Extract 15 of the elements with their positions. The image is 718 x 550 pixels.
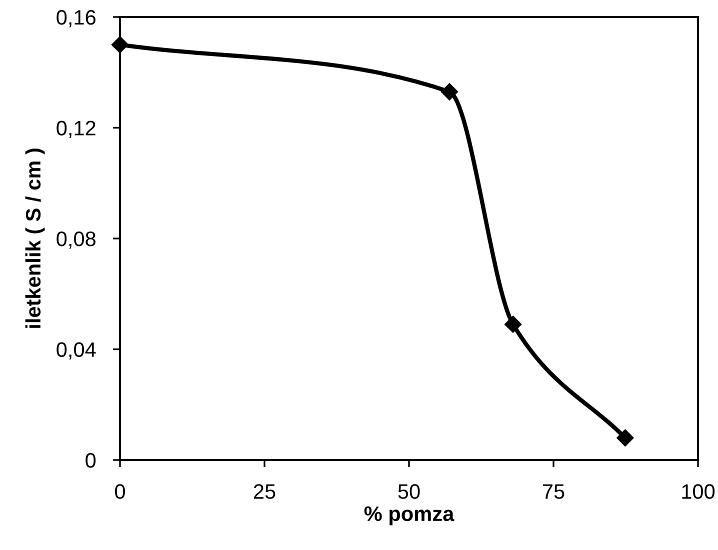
- y-tick-label: 0,04: [56, 342, 96, 360]
- x-tick-label: 0: [115, 484, 125, 499]
- x-tick-label: 75: [542, 484, 564, 499]
- y-tick-label: 0,12: [56, 120, 96, 138]
- x-tick-label: 25: [254, 484, 276, 499]
- x-tick-label: 50: [398, 484, 420, 499]
- x-axis-title: % pomza: [364, 506, 454, 526]
- point: [504, 316, 522, 333]
- x-tick-label: 100: [682, 484, 715, 499]
- y-tick-label: 0: [86, 453, 96, 468]
- point: [440, 83, 458, 100]
- y-tick-label: 0,08: [56, 232, 96, 249]
- y-axis-title: iletkenlik ( S / cm ): [25, 148, 45, 328]
- y-tick-label: 0,16: [56, 10, 96, 28]
- point: [616, 429, 634, 446]
